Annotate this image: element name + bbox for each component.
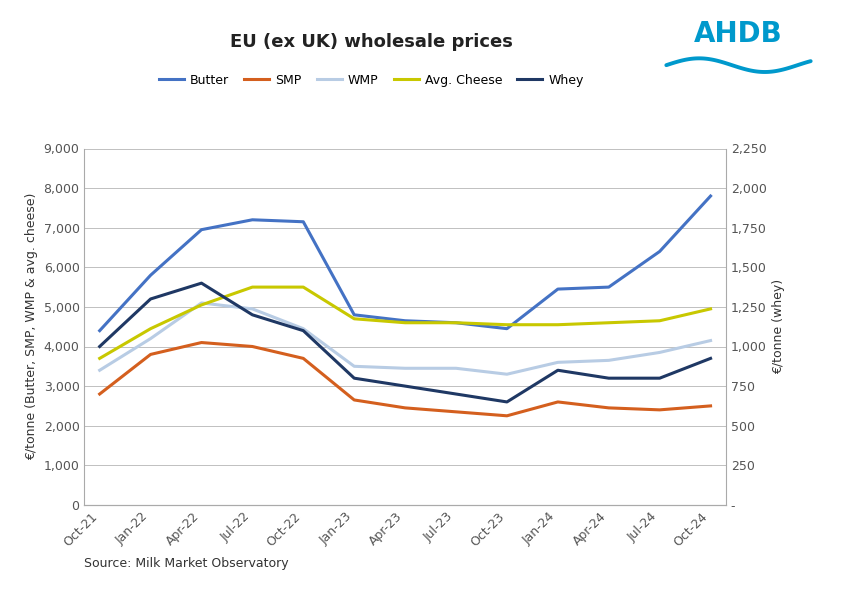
Line: SMP: SMP [100,343,711,416]
Whey [349,375,360,382]
SMP [603,405,614,412]
Whey [706,355,716,362]
SMP [502,412,512,419]
WMP [298,325,308,332]
WMP [145,335,155,342]
Butter [553,286,563,293]
WMP [400,365,410,372]
Butter [95,327,105,334]
Avg. Cheese [553,321,563,328]
Whey [197,280,207,287]
SMP [349,396,360,403]
Avg. Cheese [655,317,665,324]
Avg. Cheese [197,301,207,308]
Avg. Cheese [95,355,105,362]
Butter [349,311,360,318]
Butter [247,216,257,223]
Avg. Cheese [145,325,155,332]
Line: Whey: Whey [100,283,711,402]
SMP [247,343,257,350]
SMP [655,406,665,413]
Avg. Cheese [706,305,716,312]
Whey [95,343,105,350]
Line: Avg. Cheese: Avg. Cheese [100,287,711,358]
WMP [502,371,512,378]
Whey [451,390,461,397]
Whey [298,327,308,334]
SMP [197,339,207,346]
Whey [145,295,155,302]
Butter [502,325,512,332]
WMP [655,349,665,356]
Whey [655,375,665,382]
WMP [553,359,563,366]
Butter [298,218,308,225]
Avg. Cheese [400,319,410,326]
WMP [95,366,105,374]
Y-axis label: €/tonne (Butter, SMP, WMP & avg. cheese): €/tonne (Butter, SMP, WMP & avg. cheese) [25,193,38,460]
Whey [603,375,614,382]
WMP [197,299,207,307]
Butter [451,319,461,326]
Whey [502,399,512,406]
Avg. Cheese [247,283,257,290]
SMP [145,351,155,358]
Butter [197,226,207,233]
WMP [451,365,461,372]
Whey [553,366,563,374]
SMP [298,355,308,362]
Avg. Cheese [502,321,512,328]
Text: Source: Milk Market Observatory: Source: Milk Market Observatory [84,557,289,570]
WMP [706,337,716,344]
Butter [706,192,716,200]
Text: EU (ex UK) wholesale prices: EU (ex UK) wholesale prices [230,33,513,50]
Text: AHDB: AHDB [694,20,783,48]
Butter [400,317,410,324]
Butter [603,283,614,290]
Legend: Butter, SMP, WMP, Avg. Cheese, Whey: Butter, SMP, WMP, Avg. Cheese, Whey [154,69,589,91]
SMP [553,399,563,406]
SMP [400,405,410,412]
Whey [400,383,410,390]
Avg. Cheese [451,319,461,326]
Butter [655,248,665,255]
Line: Butter: Butter [100,196,711,331]
Y-axis label: €/tonne (whey): €/tonne (whey) [772,279,785,374]
Avg. Cheese [349,315,360,323]
Avg. Cheese [603,319,614,326]
SMP [706,402,716,409]
Line: WMP: WMP [100,303,711,374]
SMP [451,408,461,415]
SMP [95,390,105,397]
Whey [247,311,257,318]
Butter [145,271,155,279]
Avg. Cheese [298,283,308,290]
WMP [349,363,360,370]
WMP [247,305,257,312]
WMP [603,357,614,364]
